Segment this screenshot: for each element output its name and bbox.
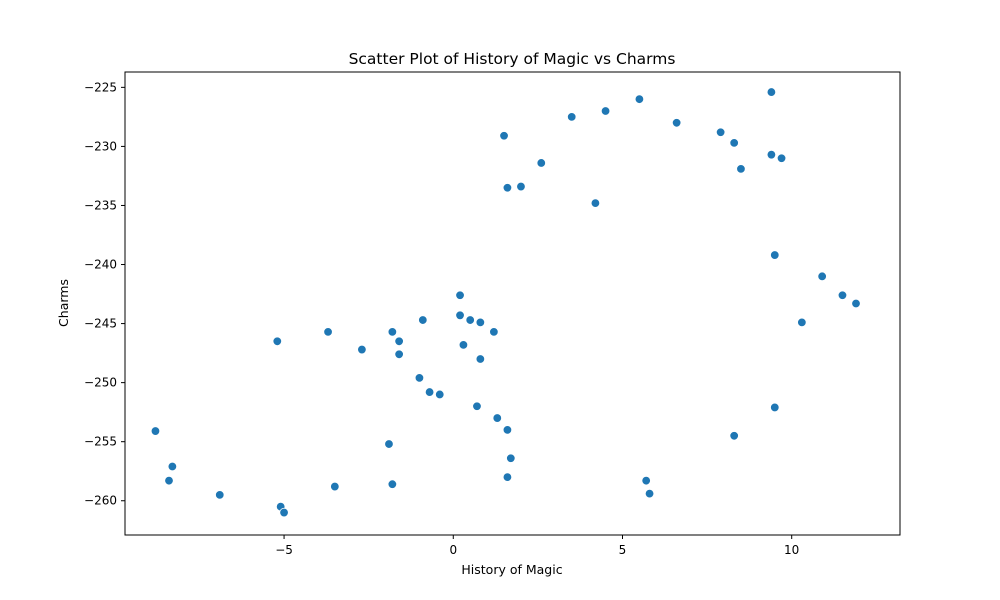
x-tick-label: 0 [449, 543, 457, 557]
y-tick-label: −250 [84, 376, 117, 390]
data-point [837, 290, 848, 300]
data-point [492, 413, 502, 423]
data-point [715, 127, 726, 137]
y-tick-label: −245 [84, 317, 117, 331]
y-axis-title: Charms [56, 279, 71, 327]
x-axis-title: History of Magic [461, 562, 562, 577]
data-point [279, 507, 289, 518]
data-point [729, 431, 739, 441]
data-point [770, 402, 780, 413]
data-point [817, 271, 827, 282]
data-point [600, 106, 611, 116]
plot-frame [124, 71, 901, 536]
data-point [414, 373, 425, 383]
data-point [502, 472, 513, 482]
y-tick-label: −260 [84, 494, 117, 508]
data-point [502, 425, 513, 435]
data-point [797, 317, 807, 328]
data-point [776, 153, 787, 163]
data-point [671, 118, 682, 128]
data-point [729, 138, 739, 148]
x-tick-label: −5 [275, 543, 293, 557]
data-point [567, 112, 577, 122]
data-point [330, 481, 340, 492]
y-tick-label: −240 [84, 258, 117, 272]
data-point [516, 181, 526, 192]
data-point [394, 349, 404, 359]
data-point [424, 387, 435, 397]
data-point [489, 327, 499, 337]
data-point [590, 198, 601, 208]
data-point [455, 310, 465, 321]
data-point [536, 158, 546, 168]
y-tick-label: −225 [84, 80, 117, 94]
data-point [272, 336, 282, 347]
data-point [357, 344, 367, 355]
data-point [435, 389, 445, 400]
data-point [644, 488, 655, 499]
data-point [634, 94, 645, 104]
data-point [418, 315, 428, 325]
y-tick-label: −255 [84, 435, 117, 449]
data-point [766, 149, 777, 160]
data-point [215, 490, 225, 500]
x-tick-label: 5 [619, 543, 627, 557]
data-point [394, 336, 404, 347]
y-tick-label: −235 [84, 198, 117, 212]
data-point [506, 453, 516, 463]
x-tick-label: 10 [784, 543, 799, 557]
y-tick-label: −230 [84, 139, 117, 153]
data-point [475, 317, 486, 328]
data-point [502, 183, 513, 193]
data-point [384, 439, 394, 449]
data-point [455, 290, 465, 300]
data-point [499, 131, 509, 141]
data-point [387, 327, 398, 337]
data-point [465, 315, 475, 325]
y-axis: −225 −230 −235 −240 −245 −250 −255 −260 [84, 80, 125, 508]
data-point [641, 475, 651, 486]
chart-title: Scatter Plot of History of Magic vs Char… [349, 50, 676, 68]
data-point [770, 250, 780, 260]
data-point [766, 87, 777, 97]
x-axis: −5 0 5 10 [275, 535, 799, 557]
data-point [150, 426, 161, 436]
data-point [736, 164, 746, 174]
data-point [323, 327, 333, 337]
data-point [164, 475, 174, 486]
data-point [387, 479, 398, 489]
data-point [475, 354, 486, 364]
data-point [458, 340, 469, 350]
data-point [167, 461, 178, 472]
data-point [851, 298, 861, 309]
data-points [150, 87, 861, 518]
data-point [472, 401, 482, 411]
